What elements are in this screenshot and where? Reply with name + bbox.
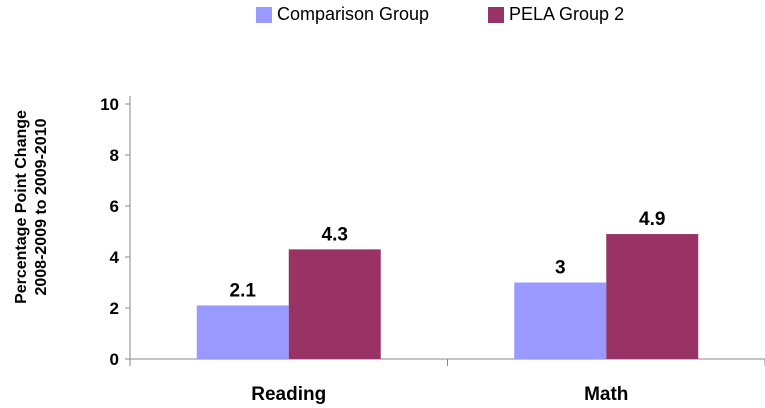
- y-tick-label: 8: [110, 146, 119, 165]
- legend: Comparison Group PELA Group 2: [0, 4, 765, 32]
- legend-label-pela: PELA Group 2: [509, 4, 625, 24]
- y-tick-label: 4: [110, 248, 120, 267]
- y-tick-label: 10: [100, 95, 119, 114]
- legend-item-pela: PELA Group 2: [488, 4, 624, 25]
- y-tick-label: 2: [110, 299, 119, 318]
- data-label: 3: [555, 258, 566, 279]
- legend-swatch-comparison: [256, 6, 272, 23]
- bar: [196, 305, 289, 359]
- bar: [288, 249, 381, 359]
- bar: [606, 234, 699, 359]
- data-label: 4.3: [322, 224, 348, 245]
- bar: [514, 282, 607, 359]
- data-label: 4.9: [639, 209, 665, 230]
- plot-area: 0 2 4 6 8 10 2.1 4.3 Reading 3 4.9 Math: [100, 95, 765, 405]
- data-label: 2.1: [230, 280, 257, 301]
- legend-label-comparison: Comparison Group: [277, 4, 430, 24]
- x-category-label: Reading: [251, 384, 326, 405]
- x-category-label: Math: [584, 384, 628, 405]
- legend-swatch-pela: [488, 6, 504, 23]
- y-axis-title: Percentage Point Change 2008-2009 to 200…: [13, 110, 50, 304]
- y-axis-title-line1: Percentage Point Change: [13, 110, 30, 304]
- y-axis-title-line2: 2008-2009 to 2009-2010: [33, 118, 50, 295]
- y-tick-label: 6: [110, 197, 119, 216]
- y-tick-label: 0: [110, 350, 119, 369]
- legend-item-comparison: Comparison Group: [256, 4, 429, 25]
